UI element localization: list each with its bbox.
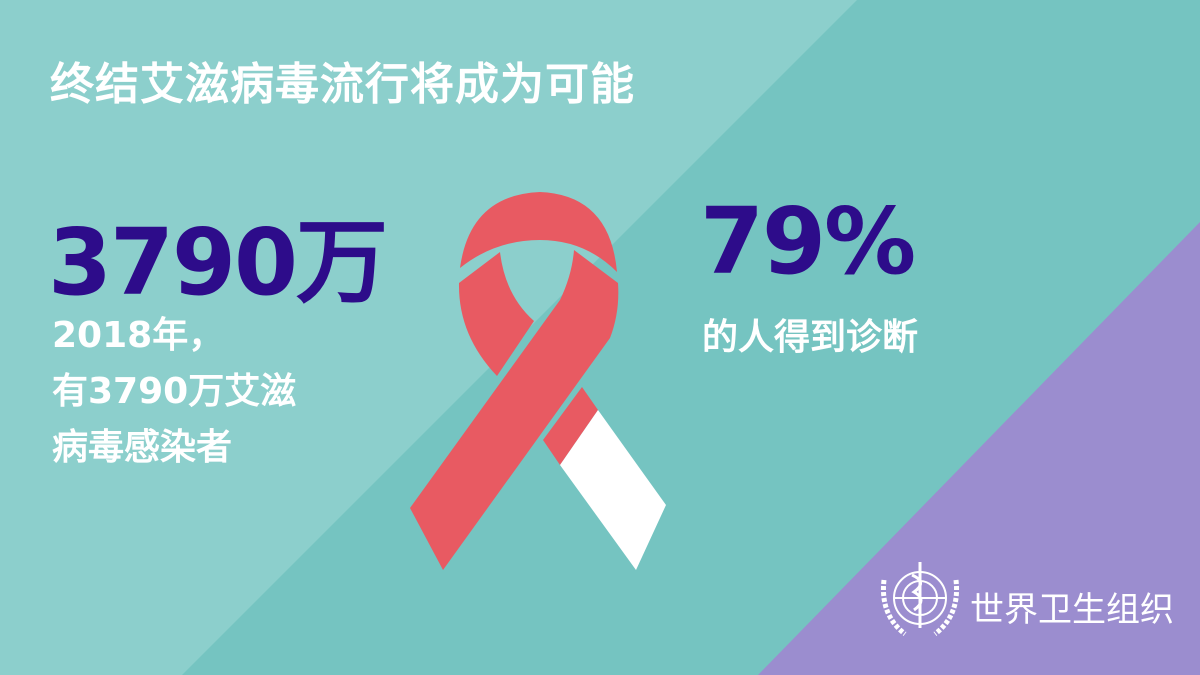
infected-count-description: 2018年， 有3790万艾滋 病毒感染者 [52,308,372,476]
page-title: 终结艾滋病毒流行将成为可能 [50,59,635,110]
description-line: 2018年， [52,315,225,356]
background-purple-corner [758,222,1200,675]
organization-name: 世界卫生组织 [970,590,1174,630]
diagnosed-percent-stat: 79% [700,188,916,295]
diagnosed-percent-description: 的人得到诊断 [702,317,919,358]
description-line: 有3790万艾滋 [52,371,297,412]
infected-count-stat: 3790万 [48,209,388,316]
background-light-panel [0,0,857,675]
description-line: 病毒感染者 [52,427,233,468]
